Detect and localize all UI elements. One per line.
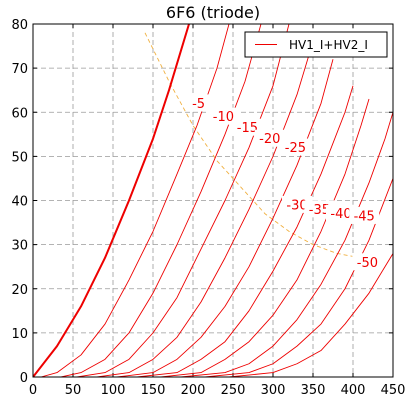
curve-label-bg (208, 107, 239, 125)
y-tick-label: 30 (11, 239, 28, 254)
series-line-gridminus20 (96, 41, 314, 377)
y-tick-label: 80 (11, 18, 28, 33)
curve-label-bg (349, 206, 380, 224)
curve-label: -20 (259, 132, 280, 147)
series-line-grid0 (33, 24, 190, 377)
load-line (144, 32, 386, 263)
curve-label-bg (326, 204, 356, 222)
curve-label-bg (352, 253, 383, 271)
series-line-gridminus50 (228, 253, 393, 377)
series-line-gridminus45 (204, 178, 393, 377)
series-line-gridminus15 (76, 24, 290, 377)
y-tick-label: 20 (11, 283, 28, 298)
curve-label: -45 (354, 209, 375, 224)
x-tick-label: 300 (261, 383, 286, 398)
y-tick-label: 0 (20, 371, 28, 386)
curve-label: -30 (286, 198, 307, 213)
curve-label: -15 (237, 121, 258, 136)
curve-label: -35 (309, 203, 330, 218)
x-tick-label: 350 (301, 383, 326, 398)
series-line-gridminus25 (116, 59, 334, 377)
axes-frame (32, 23, 394, 378)
x-tick-label: 450 (381, 383, 406, 398)
curve-label: -25 (285, 141, 306, 156)
x-tick-label: 200 (181, 383, 206, 398)
y-tick-label: 10 (11, 327, 28, 342)
curve-label: -5 (192, 97, 205, 112)
curve-label-bg (254, 129, 285, 147)
curve-label: -10 (213, 110, 234, 125)
series-line-gridminus40 (180, 112, 393, 377)
curve-label: -50 (357, 256, 378, 271)
x-tick-label: 50 (65, 383, 82, 398)
y-tick-label: 40 (11, 195, 28, 210)
x-tick-label: 400 (341, 383, 366, 398)
y-tick-label: 70 (11, 62, 28, 77)
curve-label: -40 (330, 207, 351, 222)
chart-title: 6F6 (triode) (166, 3, 260, 22)
curve-label-bg (280, 138, 311, 156)
curve-label-bg (187, 94, 210, 112)
x-tick-label: 250 (221, 383, 246, 398)
y-tick-label: 50 (11, 150, 28, 165)
legend-label: HV1_I+HV2_I (289, 38, 368, 52)
x-tick-label: 0 (29, 383, 37, 398)
x-tick-label: 150 (141, 383, 166, 398)
series-line-gridminus30 (136, 85, 354, 377)
x-tick-label: 100 (101, 383, 126, 398)
y-tick-label: 60 (11, 106, 28, 121)
series-line-gridminus35 (160, 98, 370, 377)
